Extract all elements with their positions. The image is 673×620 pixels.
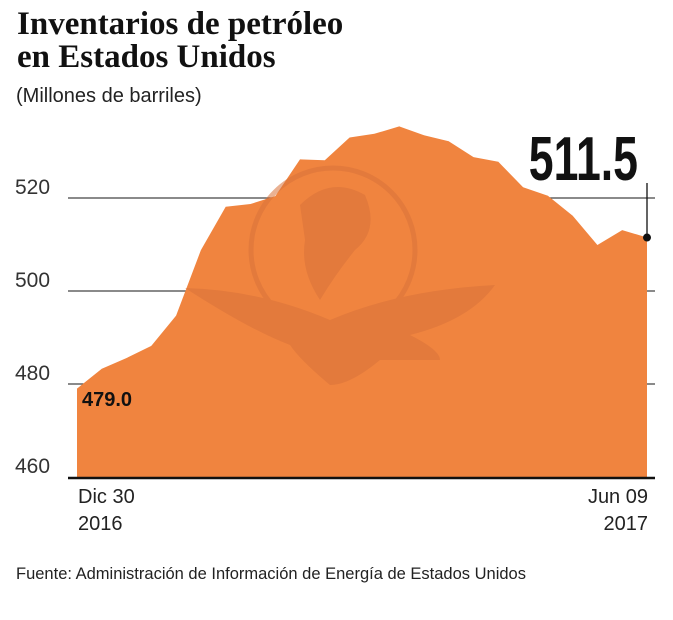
data-label-last: 511.5 — [529, 125, 638, 194]
y-tick-label: 500 — [15, 269, 50, 292]
source-note: Fuente: Administración de Información de… — [16, 565, 526, 583]
title-line-1: Inventarios de petróleo — [17, 6, 344, 42]
y-tick-label: 520 — [15, 176, 50, 199]
chart-title: Inventarios de petróleo en Estados Unido… — [17, 8, 343, 74]
watermark-logo — [185, 165, 495, 385]
y-tick-label: 480 — [15, 362, 50, 385]
chart-subtitle: (Millones de barriles) — [16, 85, 202, 107]
data-label-first: 479.0 — [82, 389, 132, 411]
area-series — [77, 126, 647, 478]
title-line-2: en Estados Unidos — [17, 39, 276, 75]
chart-svg: 460 480 500 520 Dic 30 2016 Jun 09 2017 479.0 511… — [15, 125, 655, 535]
x-tick-label-end: Jun 09 — [588, 486, 648, 508]
x-tick-label-start-year: 2016 — [78, 513, 123, 535]
x-tick-label-start: Dic 30 — [78, 486, 135, 508]
x-tick-label-end-year: 2017 — [604, 513, 649, 535]
data-point-last — [643, 233, 651, 242]
y-tick-label: 460 — [15, 455, 50, 478]
